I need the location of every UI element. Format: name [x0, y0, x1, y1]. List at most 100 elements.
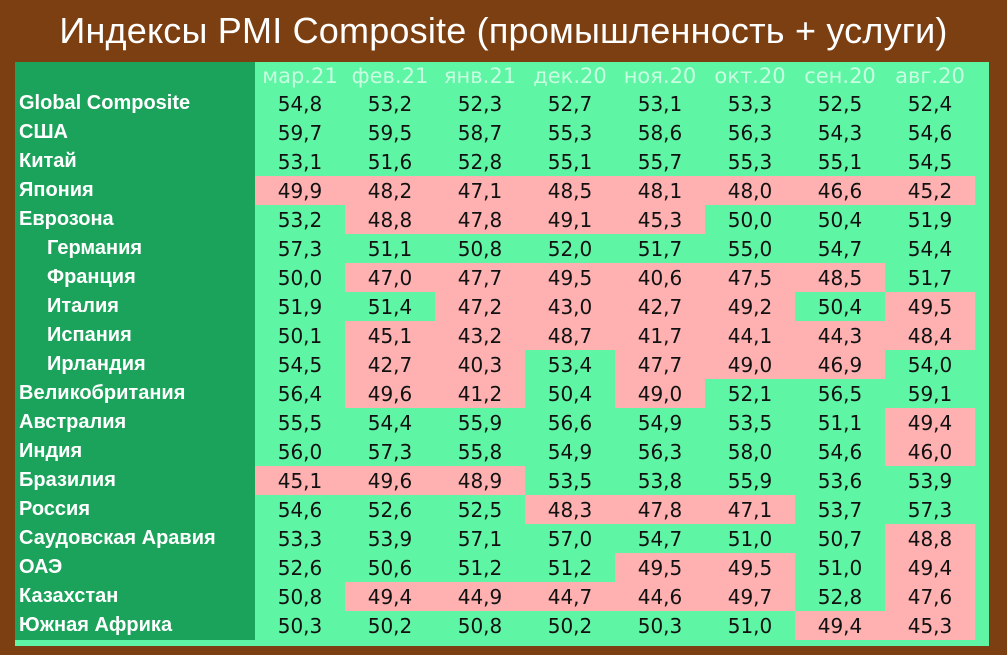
table-cell: 59,5	[345, 118, 435, 147]
table-cell: 56,3	[705, 118, 795, 147]
table-cell: 46,9	[795, 350, 885, 379]
table-cell: 56,4	[255, 379, 345, 408]
row-label: Южная Африка	[15, 611, 255, 640]
table-cell: 49,9	[255, 176, 345, 205]
table-cell: 51,0	[795, 553, 885, 582]
table-cell: 48,9	[435, 466, 525, 495]
table-cell: 49,5	[525, 263, 615, 292]
table-cell: 55,0	[705, 234, 795, 263]
table-cell: 49,5	[885, 292, 975, 321]
table-cell: 48,8	[885, 524, 975, 553]
table-cell: 53,3	[255, 524, 345, 553]
table-cell: 43,0	[525, 292, 615, 321]
table-cell: 52,8	[435, 147, 525, 176]
table-cell: 48,2	[345, 176, 435, 205]
table-cell: 55,3	[705, 147, 795, 176]
table-cell: 52,8	[795, 582, 885, 611]
table-cell: 52,1	[705, 379, 795, 408]
table-cell: 54,6	[885, 118, 975, 147]
table-cell: 49,4	[885, 553, 975, 582]
table-cell: 49,5	[615, 553, 705, 582]
table-cell: 56,3	[615, 437, 705, 466]
table-cell: 52,4	[885, 89, 975, 118]
table-cell: 48,8	[345, 205, 435, 234]
table-cell: 49,6	[345, 466, 435, 495]
table-cell: 47,2	[435, 292, 525, 321]
table-cell: 53,7	[795, 495, 885, 524]
table-cell: 49,1	[525, 205, 615, 234]
table-cell: 49,0	[705, 350, 795, 379]
table-cell: 42,7	[345, 350, 435, 379]
table-cell: 51,2	[525, 553, 615, 582]
table-cell: 49,4	[885, 408, 975, 437]
row-label: Австралия	[15, 408, 255, 437]
table-cell: 50,3	[615, 611, 705, 640]
table-cell: 54,3	[795, 118, 885, 147]
table-cell: 50,3	[255, 611, 345, 640]
table-cell: 52,3	[435, 89, 525, 118]
table-cell: 51,0	[705, 611, 795, 640]
table-cell: 44,7	[525, 582, 615, 611]
table-cell: 49,6	[345, 379, 435, 408]
table-cell: 49,2	[705, 292, 795, 321]
table-cell: 44,1	[705, 321, 795, 350]
table-cell: 47,1	[705, 495, 795, 524]
table-cell: 50,4	[795, 292, 885, 321]
table-cell: 44,3	[795, 321, 885, 350]
table-cell: 54,6	[795, 437, 885, 466]
table-cell: 55,8	[435, 437, 525, 466]
table-cell: 58,0	[705, 437, 795, 466]
table-cell: 54,5	[885, 147, 975, 176]
table-cell: 46,0	[885, 437, 975, 466]
table-cell: 51,1	[795, 408, 885, 437]
table-cell: 48,4	[885, 321, 975, 350]
table-cell: 55,1	[795, 147, 885, 176]
table-cell: 52,5	[795, 89, 885, 118]
table-cell: 52,6	[345, 495, 435, 524]
table-cell: 43,2	[435, 321, 525, 350]
table-cell: 52,6	[255, 553, 345, 582]
table-cell: 44,6	[615, 582, 705, 611]
table-cell: 53,1	[615, 89, 705, 118]
table-cell: 54,7	[795, 234, 885, 263]
table-cell: 47,7	[435, 263, 525, 292]
row-label: Испания	[15, 321, 255, 350]
column-header: ноя.20	[623, 63, 697, 88]
table-cell: 50,2	[345, 611, 435, 640]
row-label: ОАЭ	[15, 553, 255, 582]
table-cell: 54,7	[615, 524, 705, 553]
table-cell: 54,9	[615, 408, 705, 437]
table-cell: 49,0	[615, 379, 705, 408]
row-label: Китай	[15, 147, 255, 176]
table-cell: 57,1	[435, 524, 525, 553]
header-corner	[15, 62, 255, 89]
table-cell: 49,5	[705, 553, 795, 582]
table-cell: 49,7	[705, 582, 795, 611]
table-cell: 47,0	[345, 263, 435, 292]
table-cell: 50,4	[525, 379, 615, 408]
table-cell: 55,7	[615, 147, 705, 176]
table-cell: 57,3	[885, 495, 975, 524]
table-cell: 47,1	[435, 176, 525, 205]
row-label: Франция	[15, 263, 255, 292]
table-cell: 52,5	[435, 495, 525, 524]
row-label: Еврозона	[15, 205, 255, 234]
table-cell: 48,3	[525, 495, 615, 524]
table-title: Индексы PMI Composite (промышленность + …	[59, 10, 948, 51]
table-cell: 47,8	[435, 205, 525, 234]
row-label: Бразилия	[15, 466, 255, 495]
table-cell: 45,2	[885, 176, 975, 205]
row-label: США	[15, 118, 255, 147]
table-cell: 40,6	[615, 263, 705, 292]
table-cell: 55,3	[525, 118, 615, 147]
table-cell: 59,7	[255, 118, 345, 147]
pmi-table: мар.21 фев.21 янв.21 дек.20 ноя.20 окт.20 сен.…	[15, 62, 989, 646]
table-cell: 50,8	[435, 234, 525, 263]
table-cell: 51,4	[345, 292, 435, 321]
column-header: фев.21	[351, 63, 429, 88]
table-cell: 55,5	[255, 408, 345, 437]
table-cell: 51,9	[885, 205, 975, 234]
table-cell: 51,0	[705, 524, 795, 553]
table-cell: 51,6	[345, 147, 435, 176]
